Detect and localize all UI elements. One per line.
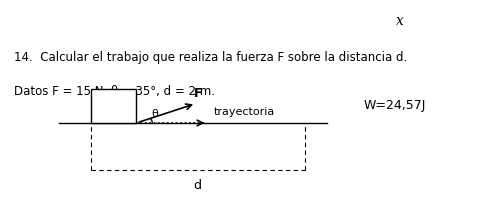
Text: d: d	[194, 179, 202, 192]
Text: W=24,57J: W=24,57J	[363, 99, 426, 113]
Text: trayectoria: trayectoria	[213, 107, 275, 117]
Text: F: F	[194, 87, 202, 100]
Text: θ: θ	[151, 109, 158, 119]
Text: x: x	[395, 14, 403, 28]
Bar	[91, 89, 136, 123]
Text: 14.  Calcular el trabajo que realiza la fuerza F sobre la distancia d.: 14. Calcular el trabajo que realiza la f…	[14, 51, 407, 64]
Text: Datos F = 15 N, θ = 35°, d = 2 m.: Datos F = 15 N, θ = 35°, d = 2 m.	[14, 85, 214, 98]
